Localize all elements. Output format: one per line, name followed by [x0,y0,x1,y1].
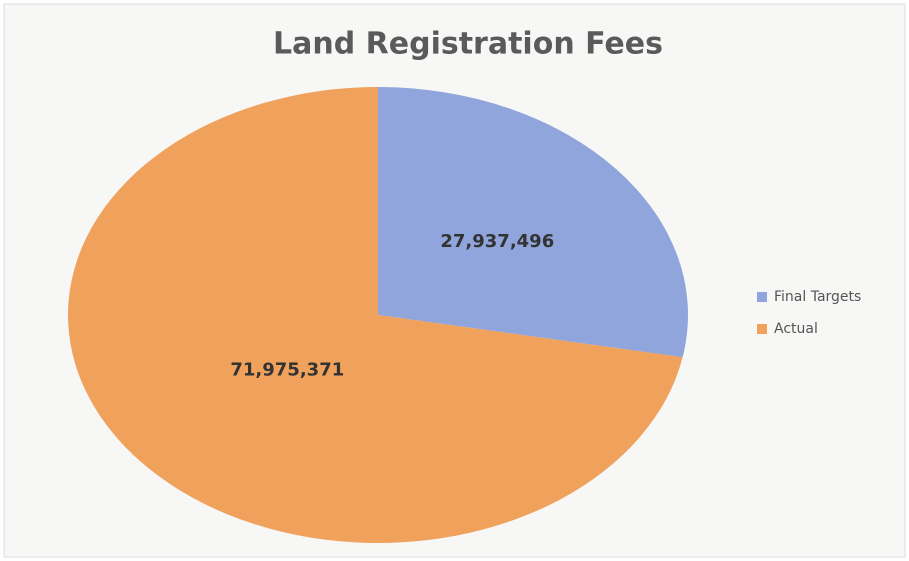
legend-swatch [757,292,767,302]
data-label: 27,937,496 [440,231,554,252]
legend-label: Final Targets [774,289,861,305]
pie-slice [378,87,688,358]
legend-label: Actual [774,321,818,337]
pie-slice [68,87,683,543]
legend-swatch [757,324,767,334]
data-label: 71,975,371 [230,359,344,380]
chart-title: Land Registration Fees [273,27,663,62]
